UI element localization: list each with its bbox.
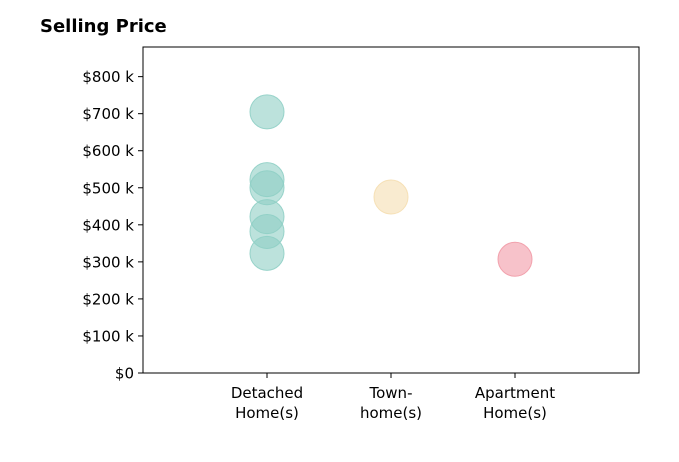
y-tick-label: $500 k	[82, 179, 134, 197]
x-tick-label: Detached Home(s)	[231, 384, 303, 422]
data-points	[249, 94, 533, 277]
chart-title: Selling Price	[40, 16, 167, 37]
y-tick-label: $800 k	[82, 68, 134, 86]
y-tick-label: $600 k	[82, 142, 134, 160]
x-tick-label: Town-home(s)	[360, 384, 422, 422]
x-tick-label: Apartment Home(s)	[475, 384, 555, 422]
y-tick-label: $400 k	[82, 216, 134, 234]
data-point	[249, 94, 285, 130]
data-point	[249, 235, 285, 271]
y-tick-label: $700 k	[82, 105, 134, 123]
data-point	[373, 179, 409, 215]
y-tick-label: $200 k	[82, 290, 134, 308]
x-axis: Detached Home(s) Town-home(s) Apartment Home…	[231, 373, 555, 422]
data-point	[497, 241, 533, 277]
y-tick-label: $100 k	[82, 327, 134, 345]
y-tick-label: $300 k	[82, 253, 134, 271]
y-axis: $0 $100 k $200 k $300 k $400 k $500 k $600 k $7…	[82, 68, 143, 383]
y-tick-label: $0	[115, 365, 134, 383]
